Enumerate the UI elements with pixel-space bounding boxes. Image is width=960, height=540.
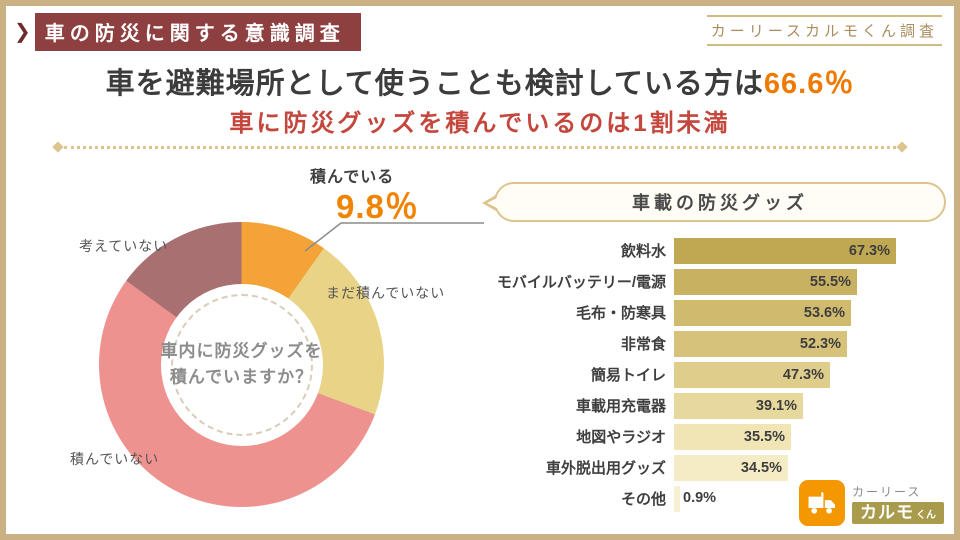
- page-title: 車を避難場所として使うことも検討している方は66.6％: [6, 60, 954, 102]
- bar-value-label: 53.6%: [803, 304, 845, 321]
- page-subtitle: 車に防災グッズを積んでいるのは1割未満: [229, 110, 731, 137]
- brand-logo: カーリース カルモ くん: [799, 480, 944, 526]
- bar-row: 毛布・防寒具 53.6%: [474, 299, 954, 326]
- bar-fill: 47.3%: [674, 361, 830, 388]
- bar-value-label: 39.1%: [755, 397, 797, 414]
- donut-hole: 車内に防災グッズを 積んでいますか？: [160, 283, 323, 446]
- bar-row: 簡易トイレ 47.3%: [474, 361, 954, 388]
- bar-category-label: 毛布・防寒具: [575, 305, 666, 322]
- bar-category-label: 簡易トイレ: [590, 367, 666, 384]
- bar-value-label: 52.3%: [799, 335, 841, 352]
- bar-fill: 39.1%: [674, 392, 803, 419]
- bar-row: 非常食 52.3%: [474, 330, 954, 357]
- logo-service-label: カーリース: [852, 484, 922, 499]
- bar-track: 67.3%: [674, 237, 954, 264]
- bar-fill: 35.5%: [674, 423, 791, 450]
- logo-name-suffix: くん: [916, 509, 936, 521]
- bar-category-label: モバイルバッテリー/電源: [496, 274, 666, 291]
- donut-label-not-yet: まだ積んでいない: [326, 285, 446, 301]
- donut-label-not-loaded: 積んでいない: [70, 451, 160, 467]
- bar-fill: 55.5%: [674, 268, 857, 295]
- bar-category-label: 車載用充電器: [575, 398, 666, 415]
- title-highlight: 66.6％: [763, 68, 855, 100]
- callout-leader-line: [304, 222, 484, 252]
- bar-value-label: 47.3%: [782, 366, 824, 383]
- bar-fill: 67.3%: [674, 237, 896, 264]
- bar-value-label: 34.5%: [740, 459, 782, 476]
- bar-value-label: 0.9%: [683, 489, 717, 506]
- bar-category-label: 飲料水: [620, 243, 666, 260]
- bar-track: 52.3%: [674, 330, 954, 357]
- bar-track: 55.5%: [674, 268, 954, 295]
- bar-track: 0.9%: [674, 485, 954, 512]
- bar-category-label: 非常食: [620, 336, 666, 353]
- truck-icon: [799, 480, 845, 526]
- truck-icon-glyph: [808, 492, 836, 514]
- donut-callout-label: 積んでいる: [310, 169, 395, 186]
- bar-chart: 飲料水 67.3% モバイルバッテリー/電源 55.5% 毛布・防寒具 53.6% 非常食 5…: [474, 237, 954, 516]
- bar-chart-title: 車載の防災グッズ: [632, 193, 808, 213]
- bar-category-label: 地図やラジオ: [576, 429, 666, 446]
- bar-chart-title-bubble: 車載の防災グッズ: [482, 182, 946, 222]
- donut-dashed-ring: [170, 293, 313, 436]
- donut-chart: 車内に防災グッズを 積んでいますか？: [99, 222, 384, 507]
- header-source-note: カーリースカルモくん調査: [706, 15, 942, 46]
- bar-value-label: 67.3%: [848, 242, 890, 259]
- bar-track: 53.6%: [674, 299, 954, 326]
- bar-value-label: 35.5%: [743, 428, 785, 445]
- donut-callout-value: 9.8％: [336, 188, 419, 225]
- divider: [64, 146, 896, 149]
- bar-row: 地図やラジオ 35.5%: [474, 423, 954, 450]
- bar-row: その他 0.9%: [474, 485, 954, 512]
- bar-fill: 52.3%: [674, 330, 847, 357]
- bar-fill: [674, 485, 680, 512]
- header-badge: 車の防災に関する意識調査: [34, 13, 361, 51]
- bar-fill: 53.6%: [674, 299, 851, 326]
- bar-track: 34.5%: [674, 454, 954, 481]
- donut-label-not-considering: 考えていない: [79, 238, 169, 254]
- bar-row: モバイルバッテリー/電源 55.5%: [474, 268, 954, 295]
- bar-row: 飲料水 67.3%: [474, 237, 954, 264]
- logo-name-badge: カルモ くん: [852, 501, 944, 524]
- title-text: 車を避難場所として使うことも検討している方は: [105, 68, 764, 100]
- bar-row: 車外脱出用グッズ 34.5%: [474, 454, 954, 481]
- logo-name: カルモ: [860, 502, 914, 522]
- donut-question-line1: 車内に防災グッズを: [160, 341, 323, 361]
- bar-fill: 34.5%: [674, 454, 788, 481]
- bar-track: 35.5%: [674, 423, 954, 450]
- donut-question-line2: 積んでいますか？: [169, 367, 314, 387]
- bar-category-label: 車外脱出用グッズ: [545, 460, 666, 477]
- bar-track: 39.1%: [674, 392, 954, 419]
- donut-question: 車内に防災グッズを 積んでいますか？: [142, 338, 342, 391]
- header: ❯ 車の防災に関する意識調査: [14, 13, 361, 51]
- logo-text: カーリース カルモ くん: [852, 483, 944, 524]
- chevron-icon: ❯: [14, 21, 31, 43]
- bar-track: 47.3%: [674, 361, 954, 388]
- bar-value-label: 55.5%: [809, 273, 851, 290]
- bar-category-label: その他: [620, 491, 666, 508]
- bar-row: 車載用充電器 39.1%: [474, 392, 954, 419]
